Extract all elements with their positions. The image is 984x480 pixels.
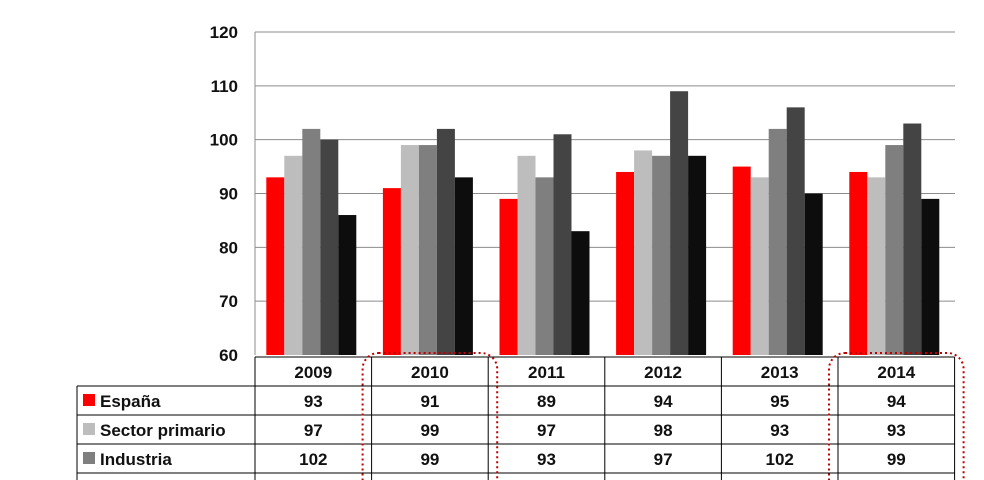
table-cell: 93 xyxy=(537,450,556,469)
y-axis: 60 70 80 90 100 110 120 xyxy=(210,23,256,365)
table-cell: 94 xyxy=(887,392,906,411)
table-cell: 93 xyxy=(887,421,906,440)
bars xyxy=(266,91,940,356)
table-cell: 102 xyxy=(766,450,794,469)
table-cell: 91 xyxy=(420,392,439,411)
table-cell: 99 xyxy=(420,421,439,440)
bar xyxy=(382,188,401,355)
bar xyxy=(616,171,635,355)
table-cell: 94 xyxy=(654,392,673,411)
bar xyxy=(553,134,572,355)
x-tick-label: 2013 xyxy=(761,363,799,382)
bar xyxy=(338,215,357,355)
legend-label: Sector primario xyxy=(100,421,226,440)
bar xyxy=(517,155,536,355)
y-tick-label: 90 xyxy=(219,185,238,204)
bar xyxy=(885,145,904,355)
table-cell: 98 xyxy=(654,421,673,440)
table-cell: 89 xyxy=(537,392,556,411)
bar xyxy=(436,128,455,355)
bar xyxy=(768,128,787,355)
table-cell: 102 xyxy=(299,450,327,469)
table-cell: 99 xyxy=(887,450,906,469)
bar xyxy=(903,123,922,356)
gridlines xyxy=(255,31,955,302)
table-cell: 97 xyxy=(654,450,673,469)
x-tick-label: 2011 xyxy=(528,363,565,382)
bar xyxy=(400,145,419,355)
legend-swatch xyxy=(83,423,95,435)
legend-swatch xyxy=(83,452,95,464)
table-cell: 93 xyxy=(304,392,323,411)
bar xyxy=(849,171,868,355)
bar xyxy=(867,177,886,355)
bar xyxy=(320,139,339,355)
table-cell: 95 xyxy=(770,392,789,411)
bar xyxy=(921,198,940,355)
y-tick-label: 60 xyxy=(219,346,238,365)
bar xyxy=(688,155,707,355)
x-tick-label: 2012 xyxy=(644,363,682,382)
x-tick-label: 2010 xyxy=(411,363,449,382)
highlight-box xyxy=(828,352,965,480)
y-tick-label: 100 xyxy=(210,131,238,150)
y-tick-label: 110 xyxy=(211,77,238,96)
bar xyxy=(786,107,805,355)
bar xyxy=(535,177,554,355)
legend-label: Industria xyxy=(100,450,172,469)
bar xyxy=(634,150,653,355)
table-cell: 97 xyxy=(537,421,556,440)
x-tick-label: 2009 xyxy=(294,363,332,382)
y-tick-label: 70 xyxy=(219,292,238,311)
table-cell: 93 xyxy=(770,421,789,440)
legend-swatch xyxy=(83,394,95,406)
x-tick-label: 2014 xyxy=(877,363,915,382)
bar xyxy=(571,231,590,355)
bar xyxy=(750,177,769,355)
bar xyxy=(418,145,437,355)
bar xyxy=(652,155,671,355)
bar xyxy=(670,91,689,355)
table-cell: 99 xyxy=(420,450,439,469)
data-table: 2009 2010 2011 2012 2013 2014 España 93 91 89 94 95… xyxy=(76,356,956,480)
bar xyxy=(804,193,823,355)
legend-label: España xyxy=(100,392,161,411)
bar xyxy=(732,166,751,355)
y-tick-label: 80 xyxy=(219,238,238,257)
bar xyxy=(266,177,285,355)
highlight-box xyxy=(361,352,499,480)
y-tick-label: 120 xyxy=(210,23,238,42)
bar xyxy=(499,198,518,355)
highlights xyxy=(361,352,965,480)
bar xyxy=(302,128,321,355)
bar xyxy=(454,177,473,355)
bar xyxy=(284,155,303,355)
table-cell: 97 xyxy=(304,421,323,440)
